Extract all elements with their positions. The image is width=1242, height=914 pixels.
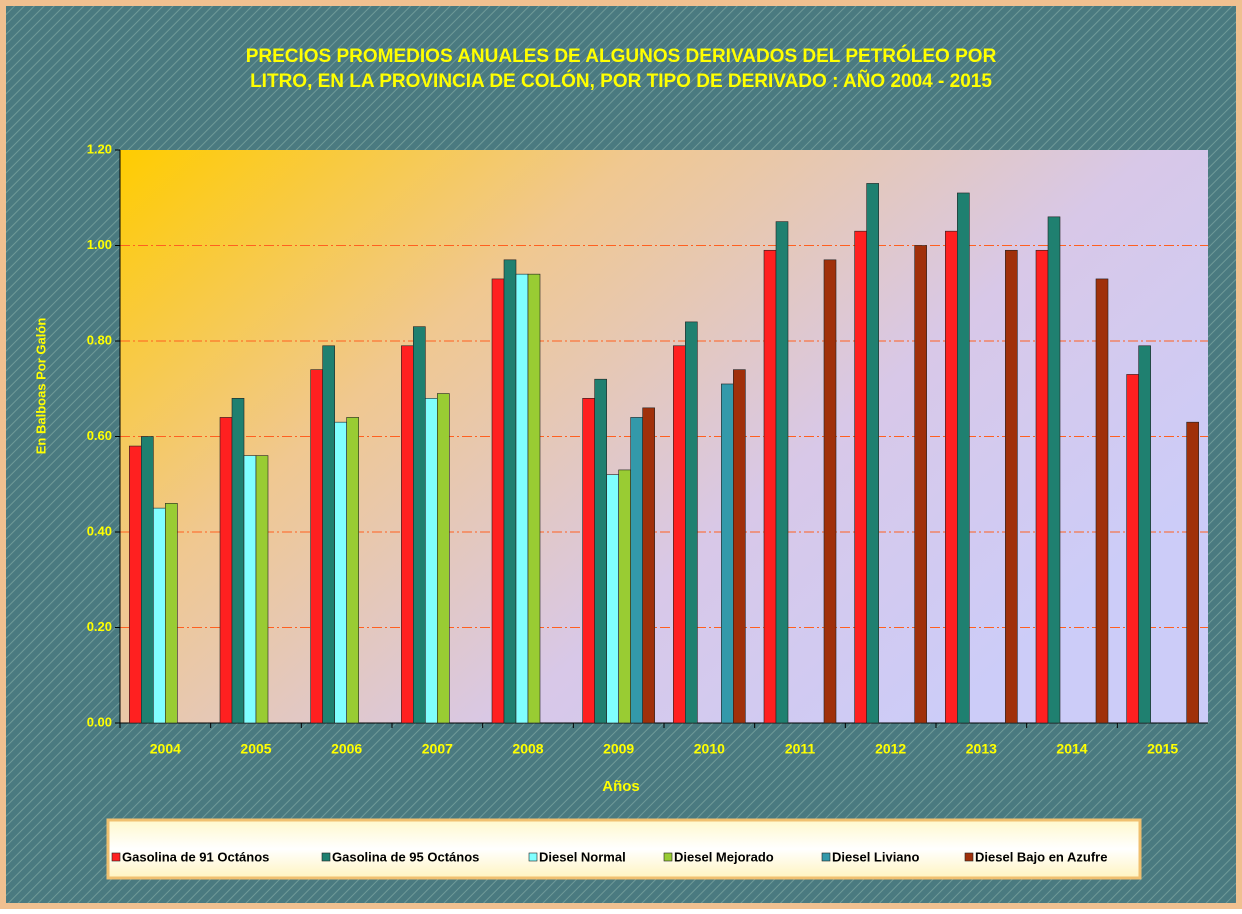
legend [106,818,1142,880]
y-tick-label: 0.20 [87,619,112,634]
legend-swatch [111,852,121,862]
bar [685,321,698,724]
bar [721,383,734,724]
bar [1095,278,1109,724]
y-tick-label: 0.80 [87,332,112,347]
legend-label: Gasolina de 95 Octános [332,849,479,864]
legend-label: Diesel Bajo en Azufre [975,849,1107,864]
bar [255,455,269,724]
bar [1186,421,1199,724]
x-tick-label: 2005 [240,741,271,757]
x-tick-label: 2008 [512,741,543,757]
bar [515,273,529,724]
y-tick-label: 1.00 [87,237,112,252]
bar [914,245,927,724]
bar [1005,249,1018,724]
x-tick-label: 2009 [603,741,634,757]
bar [141,436,154,724]
bar [618,469,631,724]
bar [1138,345,1151,724]
bar [425,397,438,724]
bar [491,278,505,724]
bar [413,326,426,724]
x-tick-label: 2015 [1147,741,1178,757]
legend-swatch [821,852,831,862]
x-axis-label: Años [602,778,640,795]
bar [334,421,347,724]
bar [642,407,655,724]
bar [243,455,257,724]
bar [733,369,746,724]
legend-label: Diesel Normal [539,849,626,864]
x-tick-label: 2010 [694,741,725,757]
bar [503,259,517,724]
x-tick-label: 2004 [150,741,181,757]
bar [346,417,359,724]
x-tick-label: 2012 [875,741,906,757]
y-tick-label: 0.40 [87,523,112,538]
bar [231,397,245,724]
bar [630,417,643,724]
bar [775,221,789,724]
bar [1035,249,1049,724]
chart-title: PRECIOS PROMEDIOS ANUALES DE ALGUNOS DER… [246,45,997,67]
bar [673,345,686,724]
bar [401,345,414,724]
bar [310,369,323,724]
x-tick-label: 2006 [331,741,362,757]
x-tick-label: 2011 [785,741,816,757]
x-tick-label: 2007 [422,741,453,757]
bar [606,474,619,724]
x-tick-label: 2013 [966,741,997,757]
bar [957,192,970,724]
legend-label: Diesel Liviano [832,849,919,864]
bar [594,378,607,724]
bar [527,273,541,724]
bar [854,230,867,724]
x-tick-label: 2014 [1056,741,1087,757]
legend-swatch [964,852,974,862]
legend-swatch [528,852,538,862]
y-tick-label: 0.00 [87,714,112,729]
bar [582,397,595,724]
legend-label: Diesel Mejorado [674,849,774,864]
bar [437,393,450,724]
y-tick-label: 0.60 [87,428,112,443]
legend-swatch [321,852,331,862]
y-axis-label: En Balboas Por Galón [33,318,48,455]
legend-swatch [663,852,673,862]
bar [945,230,958,724]
bar [1047,216,1061,724]
chart-title: LITRO, EN LA PROVINCIA DE COLÓN, POR TIP… [250,70,992,92]
y-tick-label: 1.20 [87,141,112,156]
bar [866,183,879,724]
bar [153,507,166,724]
legend-label: Gasolina de 91 Octános [122,849,269,864]
bar [165,503,178,724]
bar [823,259,837,724]
bar [1126,374,1139,724]
bar [322,345,335,724]
bar [129,445,142,724]
bar [763,249,777,724]
bar [219,417,233,724]
